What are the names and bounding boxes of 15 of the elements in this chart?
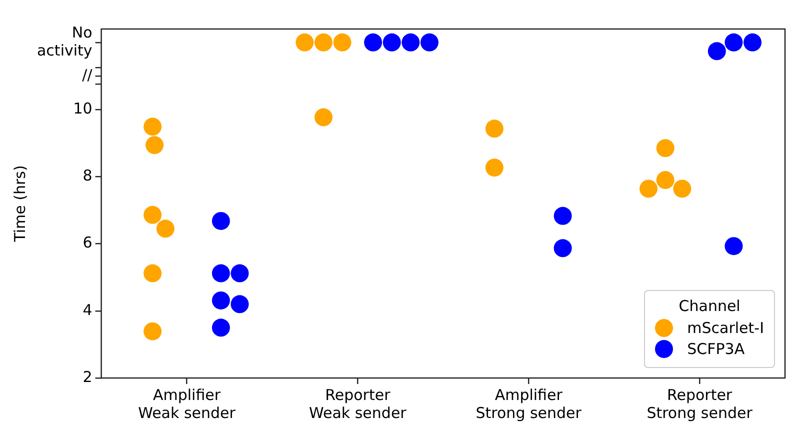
- y-tick-label: 4: [82, 300, 92, 319]
- legend-label: mScarlet-I: [687, 319, 764, 337]
- legend-label: SCFP3A: [687, 340, 745, 358]
- y-tick-label: 10: [73, 99, 92, 118]
- x-tick-label: Amplifier Weak sender: [138, 386, 236, 422]
- x-tick-label: Reporter Weak sender: [309, 386, 408, 422]
- y-tick-label: 8: [82, 166, 92, 185]
- x-tick-label: Amplifier Strong sender: [476, 386, 582, 422]
- y-tick-label: //: [82, 66, 94, 84]
- y-tick-label: 2: [82, 368, 92, 386]
- x-tick-label: Reporter Strong sender: [646, 386, 754, 422]
- y-tick-label: 6: [82, 234, 92, 252]
- legend-title: Channel: [678, 297, 742, 315]
- y-tick-label: No activity: [36, 23, 92, 60]
- y-axis-title: Time (hrs): [10, 165, 29, 243]
